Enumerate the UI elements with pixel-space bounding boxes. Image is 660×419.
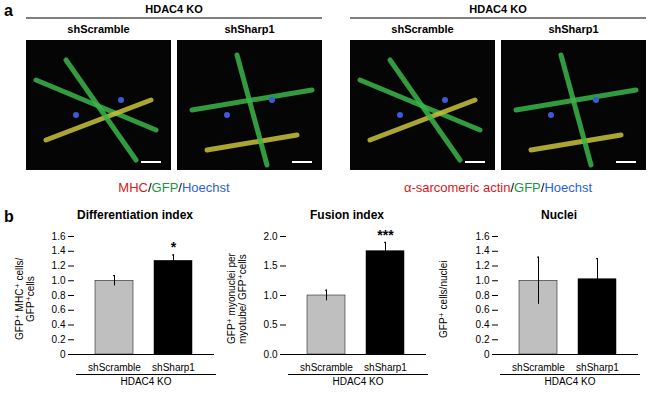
html-text:Differentiation index: Differentiation index: [77, 208, 193, 222]
svg-text:0.0: 0.0: [264, 349, 278, 360]
svg-text:1.4: 1.4: [476, 245, 490, 256]
html-text:GFP⁺ myonuclei per myotube/ GF: GFP⁺ myonuclei per myotube/ GFP⁺cells: [226, 253, 248, 345]
svg-text:0: 0: [484, 349, 490, 360]
svg-text:2.0: 2.0: [264, 231, 278, 242]
svg-text:0.8: 0.8: [52, 290, 66, 301]
html-text:Fusion index: Fusion index: [310, 208, 384, 222]
svg-text:a: a: [4, 2, 13, 19]
svg-text:1.2: 1.2: [52, 260, 66, 271]
svg-text:shSharp1: shSharp1: [224, 23, 274, 35]
svg-text:0.5: 0.5: [264, 319, 278, 330]
svg-text:HDAC4 KO: HDAC4 KO: [145, 3, 203, 15]
html-text:HDAC4 KO: HDAC4 KO: [332, 376, 384, 387]
svg-text:0.2: 0.2: [476, 334, 490, 345]
svg-text:shSharp1: shSharp1: [364, 362, 407, 373]
html-text:GFP⁺ cells/nuclei: GFP⁺ cells/nuclei: [438, 260, 449, 338]
svg-text:shScramble: shScramble: [67, 23, 129, 35]
svg-text:1.2: 1.2: [476, 260, 490, 271]
svg-text:0.6: 0.6: [52, 304, 66, 315]
svg-text:1.4: 1.4: [52, 245, 66, 256]
svg-text:shSharp1: shSharp1: [576, 362, 619, 373]
svg-text:α-sarcomeric actin/GFP/Hoechst: α-sarcomeric actin/GFP/Hoechst: [404, 180, 593, 195]
svg-text:shScramble: shScramble: [88, 362, 141, 373]
html-text:HDAC4 KO: HDAC4 KO: [544, 376, 596, 387]
svg-text:0.6: 0.6: [476, 304, 490, 315]
html-text:HDAC4 KO: HDAC4 KO: [120, 376, 172, 387]
svg-text:***: ***: [377, 227, 394, 243]
svg-text:0.2: 0.2: [52, 334, 66, 345]
svg-text:0: 0: [60, 349, 66, 360]
svg-text:0.8: 0.8: [476, 290, 490, 301]
svg-text:shScramble: shScramble: [300, 362, 353, 373]
svg-text:shSharp1: shSharp1: [152, 362, 195, 373]
svg-text:shScramble: shScramble: [512, 362, 565, 373]
svg-text:1.0: 1.0: [476, 275, 490, 286]
html-text:b: b: [4, 208, 14, 225]
svg-text:1.0: 1.0: [52, 275, 66, 286]
svg-text:*: *: [171, 239, 177, 255]
svg-text:1.6: 1.6: [52, 231, 66, 242]
svg-text:shScramble: shScramble: [391, 23, 453, 35]
svg-text:shSharp1: shSharp1: [548, 23, 598, 35]
svg-text:1.5: 1.5: [264, 260, 278, 271]
svg-text:0.4: 0.4: [476, 319, 490, 330]
html-text:Nuclei: Nuclei: [541, 208, 577, 222]
html-text:GFP⁺ MHC⁺ cells/ GFP⁺cells: GFP⁺ MHC⁺ cells/ GFP⁺cells: [14, 257, 36, 341]
svg-text:HDAC4 KO: HDAC4 KO: [469, 3, 527, 15]
svg-text:1.6: 1.6: [476, 231, 490, 242]
svg-text:MHC/GFP/Hoechst: MHC/GFP/Hoechst: [118, 180, 230, 195]
svg-text:0.4: 0.4: [52, 319, 66, 330]
svg-text:1.0: 1.0: [264, 290, 278, 301]
